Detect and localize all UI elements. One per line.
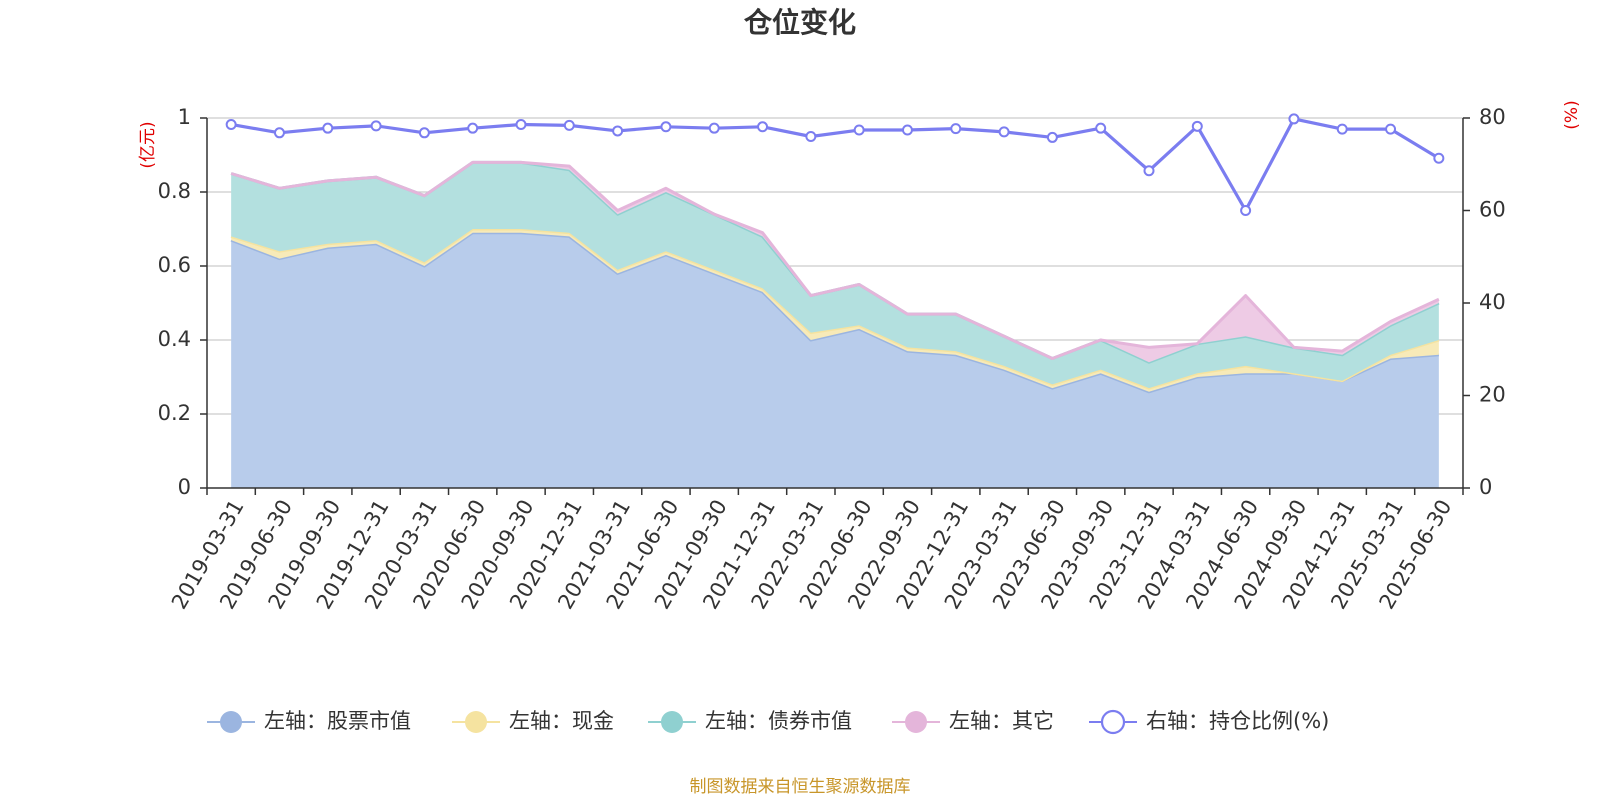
ratio-point — [467, 122, 479, 134]
legend-marker — [905, 711, 927, 733]
legend-label: 左轴：现金 — [509, 709, 614, 733]
ratio-point — [1288, 113, 1300, 125]
ratio-point — [515, 118, 527, 130]
right-axis-unit: (%) — [1562, 100, 1582, 129]
right-tick-label: 60 — [1479, 198, 1506, 222]
right-tick-label: 80 — [1479, 105, 1506, 129]
ratio-point — [998, 126, 1010, 138]
left-tick-label: 0.6 — [158, 253, 191, 277]
ratio-point — [563, 119, 575, 131]
ratio-point — [757, 121, 769, 133]
source-note: 制图数据来自恒生聚源数据库 — [690, 777, 911, 797]
area-edge-左轴：股票市值 — [230, 231, 1439, 394]
legend-label: 左轴：股票市值 — [264, 709, 411, 733]
ratio-point — [418, 127, 430, 139]
legend-label: 右轴：持仓比例(%) — [1146, 709, 1329, 733]
legend-marker — [1100, 709, 1126, 735]
ratio-point — [805, 131, 817, 142]
ratio-line — [230, 117, 1440, 213]
legend: 左轴：股票市值 左轴：现金 左轴：债券市值 左轴：其它 右轴：持仓比例(%) — [207, 709, 1329, 735]
left-tick-label: 0.4 — [158, 327, 191, 351]
left-tick-label: 0.2 — [158, 401, 191, 425]
ratio-point — [1095, 122, 1107, 134]
ratio-point — [660, 121, 672, 133]
ratio-point — [273, 127, 285, 139]
ratio-point — [1385, 123, 1397, 135]
ratio-line-series — [225, 113, 1445, 216]
left-tick-label: 0.8 — [158, 179, 191, 203]
legend-marker — [661, 711, 683, 733]
left-tick-label: 0 — [178, 475, 191, 499]
ratio-point — [901, 124, 913, 136]
area-fill-左轴：债券市值 — [231, 162, 1439, 389]
right-tick-label: 0 — [1479, 475, 1492, 499]
area-fill-左轴：现金 — [231, 229, 1439, 392]
left-axis-unit: (亿元) — [138, 121, 158, 168]
stacked-area-series — [230, 160, 1440, 488]
area-edge-左轴：其它 — [230, 160, 1440, 360]
ratio-point — [225, 118, 237, 130]
ratio-point — [1191, 120, 1203, 132]
legend-marker — [465, 711, 487, 733]
ratio-point — [322, 122, 334, 134]
ratio-point — [1433, 152, 1445, 164]
ratio-point — [1336, 123, 1348, 135]
area-fill-左轴：股票市值 — [231, 232, 1439, 488]
ratio-point — [370, 120, 382, 132]
ratio-point — [612, 125, 624, 137]
ratio-point — [1143, 165, 1155, 177]
legend-label: 左轴：其它 — [949, 709, 1054, 733]
ratio-point — [950, 123, 962, 135]
legend-marker — [220, 711, 242, 733]
left-tick-label: 1 — [178, 105, 191, 129]
ratio-point — [1240, 205, 1252, 216]
chart-title: 仓位变化 — [744, 6, 856, 39]
right-tick-label: 20 — [1479, 383, 1506, 407]
legend-label: 左轴：债券市值 — [705, 709, 852, 733]
ratio-point — [1046, 131, 1058, 143]
ratio-point — [708, 122, 720, 134]
ratio-point — [853, 124, 865, 136]
right-tick-label: 40 — [1479, 290, 1506, 314]
